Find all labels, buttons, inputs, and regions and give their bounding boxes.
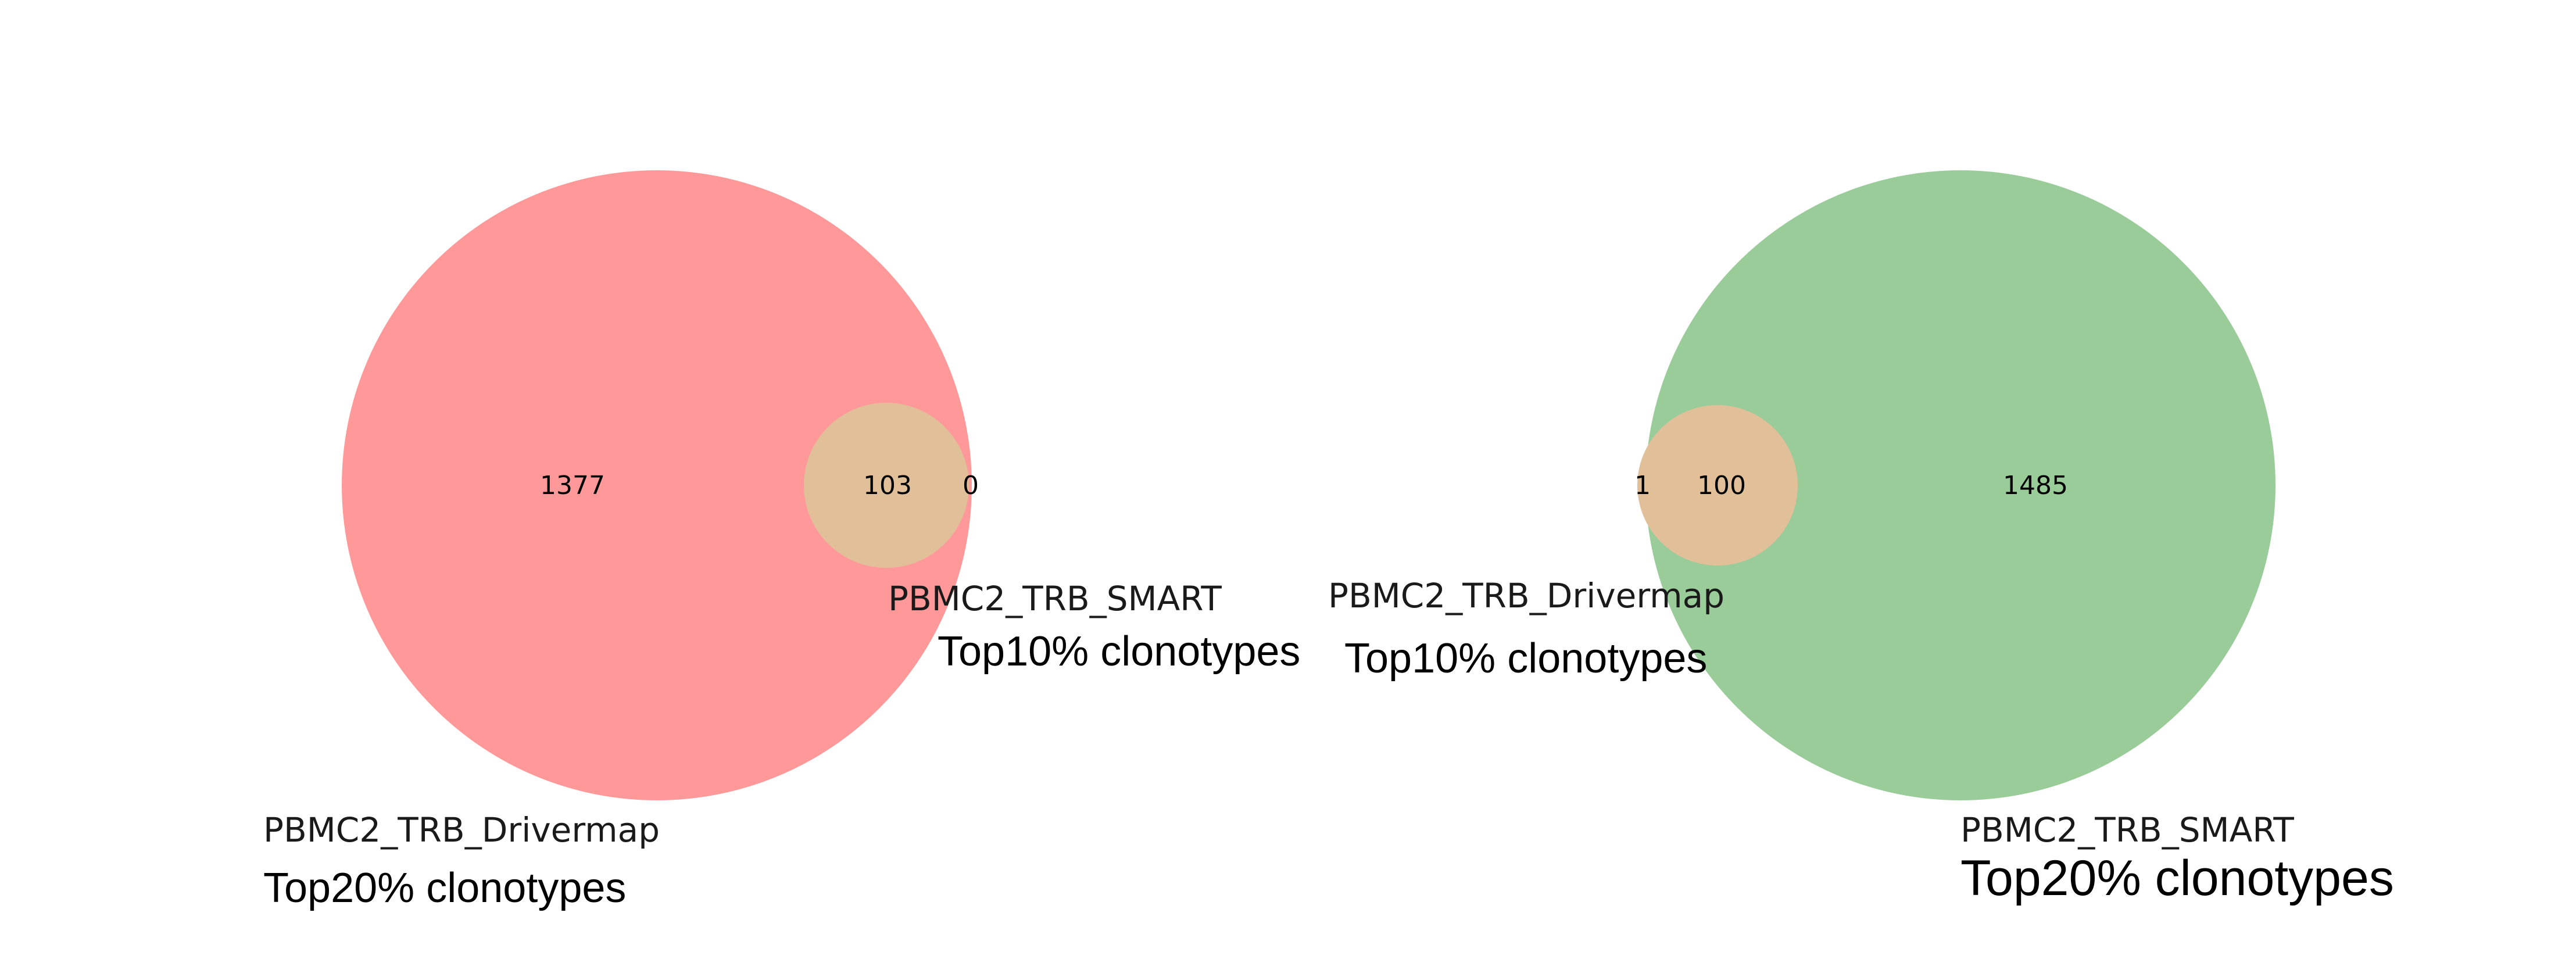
venn-right-intersection-count: 100 — [1697, 471, 1746, 500]
venn-left-set-b-circle — [804, 403, 969, 568]
venn-right-set-a-circle — [1637, 405, 1798, 566]
venn-right-set-b-circle — [1645, 170, 2276, 800]
venn-left-intersection-count: 103 — [863, 471, 912, 500]
venn-diagram-left: 1377 103 0 PBMC2_TRB_Drivermap Top20% cl… — [263, 170, 1300, 911]
venn-left-only-b-count: 0 — [963, 471, 979, 500]
venn-diagram-right: 1 100 1485 PBMC2_TRB_Drivermap Top10% cl… — [1328, 170, 2394, 906]
venn-right-set-b-name: PBMC2_TRB_SMART — [1960, 810, 2294, 850]
venn-left-set-a-circle — [342, 170, 972, 800]
venn-left-set-b-subtitle: Top10% clonotypes — [938, 628, 1300, 675]
venn-right-only-b-count: 1485 — [2003, 471, 2068, 500]
venn-left-set-a-subtitle: Top20% clonotypes — [263, 865, 626, 911]
venn-left-only-a-count: 1377 — [540, 471, 605, 500]
venn-right-set-a-subtitle: Top10% clonotypes — [1344, 635, 1707, 682]
venn-left-set-b-name: PBMC2_TRB_SMART — [888, 579, 1222, 618]
venn-right-set-b-subtitle: Top20% clonotypes — [1960, 850, 2394, 906]
venn-left-set-a-name: PBMC2_TRB_Drivermap — [263, 810, 660, 850]
venn-right-only-a-count: 1 — [1634, 471, 1651, 500]
venn-right-set-a-name: PBMC2_TRB_Drivermap — [1328, 576, 1725, 616]
